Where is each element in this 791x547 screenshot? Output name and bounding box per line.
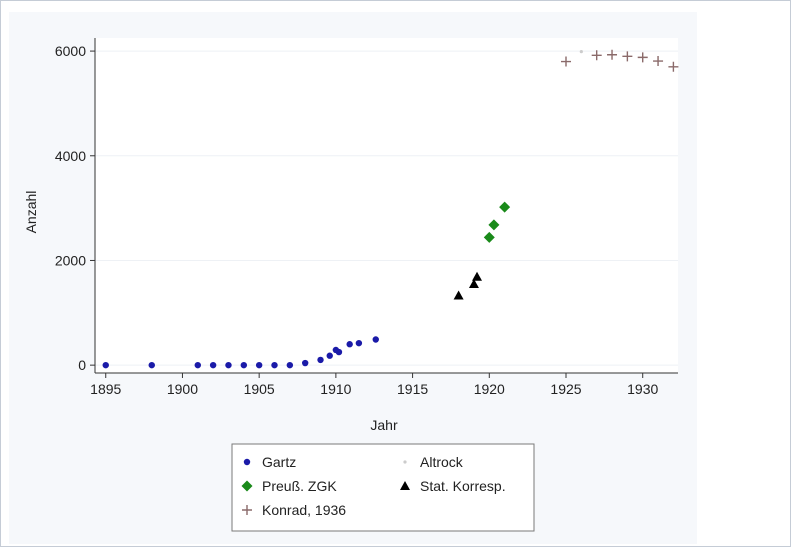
data-point (355, 339, 363, 347)
x-axis-label: Jahr (370, 417, 398, 433)
y-tick-label: 4000 (55, 148, 86, 164)
legend-label: Gartz (262, 454, 296, 470)
legend-marker (400, 481, 410, 490)
data-point (579, 50, 583, 54)
data-point (148, 361, 155, 369)
legend-box (231, 443, 535, 532)
data-point (488, 219, 500, 231)
data-point (483, 231, 495, 243)
data-point (209, 361, 217, 369)
legend-marker (241, 480, 253, 492)
data-point (225, 361, 232, 369)
data-point (326, 352, 333, 359)
data-point (286, 361, 294, 369)
data-point (468, 279, 479, 289)
legend-label: Preuß. ZGK (262, 478, 337, 494)
data-point (561, 56, 572, 67)
data-points (102, 49, 679, 369)
y-tick-label: 6000 (55, 43, 86, 59)
legend-label: Konrad, 1936 (262, 502, 346, 518)
data-point (472, 271, 483, 281)
x-tick-label: 1925 (550, 381, 581, 397)
x-tick-label: 1905 (244, 381, 275, 397)
data-point (637, 52, 648, 63)
x-tick-label: 1895 (90, 381, 121, 397)
data-point (346, 341, 353, 348)
data-point (499, 201, 511, 213)
legend-label: Stat. Korresp. (420, 478, 506, 494)
data-point (335, 348, 343, 356)
x-tick-label: 1915 (397, 381, 428, 397)
x-tick-label: 1920 (474, 381, 505, 397)
data-point (194, 361, 201, 369)
legend-marker (242, 505, 252, 515)
data-point (622, 51, 633, 62)
data-point (653, 56, 664, 67)
data-point (668, 61, 679, 72)
data-point (271, 361, 278, 369)
y-tick-label: 0 (78, 357, 86, 373)
legend-marker (243, 458, 251, 466)
data-point (591, 50, 602, 61)
data-point (607, 49, 618, 60)
y-tick-label: 2000 (55, 252, 86, 268)
data-point (240, 361, 248, 369)
x-axis-ticks: 1895 1900 1905 1910 1915 1920 1925 1930 (90, 373, 658, 397)
data-point (453, 290, 464, 300)
data-point (102, 361, 109, 369)
x-tick-label: 1930 (627, 381, 658, 397)
legend-label: Altrock (420, 454, 464, 470)
x-tick-label: 1910 (320, 381, 351, 397)
legend: Gartz Altrock Preuß. ZGK Stat. Korresp. Konr… (241, 454, 506, 518)
data-point (372, 336, 379, 343)
y-axis-label: Anzahl (23, 191, 39, 234)
x-tick-label: 1900 (167, 381, 198, 397)
plot-area (95, 38, 678, 373)
legend-marker (403, 460, 407, 464)
y-axis-ticks: 0 2000 4000 6000 (55, 43, 95, 373)
data-point (317, 356, 324, 364)
data-point (301, 359, 309, 367)
data-point (255, 361, 263, 369)
